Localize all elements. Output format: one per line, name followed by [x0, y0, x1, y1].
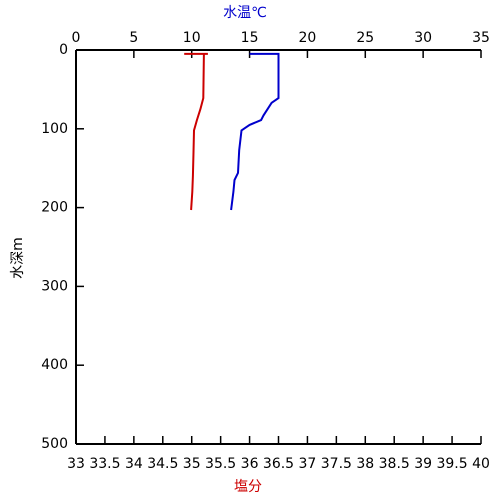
x-tick-label: 38.5 — [379, 456, 410, 472]
y-tick-label: 400 — [41, 357, 68, 373]
x-tick-label: 36 — [241, 456, 259, 472]
x2-tick-label: 25 — [356, 30, 374, 46]
x-tick-label: 34 — [125, 456, 143, 472]
x-tick-label: 37.5 — [321, 456, 352, 472]
x2-tick-label: 5 — [129, 30, 138, 46]
x-axis-title: 塩分 — [234, 479, 262, 495]
profile-line — [184, 52, 208, 211]
y-axis-title: 水深m — [10, 237, 26, 279]
x-tick-label: 39.5 — [436, 456, 467, 472]
x2-tick-label: 30 — [414, 30, 432, 46]
y-tick-label: 0 — [59, 42, 68, 58]
y-tick-label: 300 — [41, 278, 68, 294]
x-tick-label: 33 — [67, 456, 85, 472]
x-tick-label: 37 — [299, 456, 317, 472]
x-tick-label: 38 — [356, 456, 374, 472]
x2-tick-label: 35 — [472, 30, 490, 46]
y-tick-label: 100 — [41, 121, 68, 137]
x2-tick-label: 20 — [299, 30, 317, 46]
x2-tick-label: 15 — [241, 30, 259, 46]
x-tick-label: 33.5 — [89, 456, 120, 472]
y-tick-label: 200 — [41, 200, 68, 216]
x-tick-label: 39 — [414, 456, 432, 472]
x2-axis-title: 水温℃ — [223, 5, 267, 21]
x-tick-label: 40 — [472, 456, 490, 472]
y-tick-label: 500 — [41, 436, 68, 452]
x-tick-label: 36.5 — [263, 456, 294, 472]
x-tick-label: 35 — [183, 456, 201, 472]
x2-tick-label: 10 — [183, 30, 201, 46]
profile-line — [230, 52, 280, 211]
x2-tick-label: 0 — [72, 30, 81, 46]
x-tick-label: 35.5 — [205, 456, 236, 472]
x-tick-label: 34.5 — [147, 456, 178, 472]
